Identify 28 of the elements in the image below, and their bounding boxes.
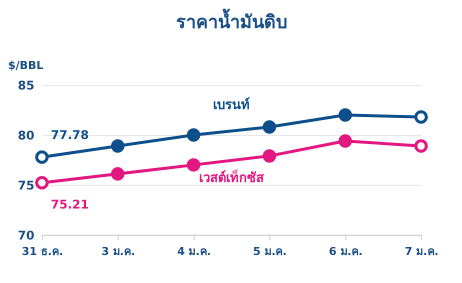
data-label: 75.21 bbox=[50, 198, 89, 212]
y-tick-label: 70 bbox=[18, 228, 34, 242]
point bbox=[262, 120, 276, 134]
x-tick-label: 3 ม.ค. bbox=[101, 245, 136, 258]
y-tick-label: 85 bbox=[18, 78, 34, 93]
chart-title: ราคาน้ำมันดิบ bbox=[176, 8, 287, 34]
point bbox=[35, 176, 49, 190]
data-label: 77.78 bbox=[50, 128, 89, 142]
point bbox=[35, 150, 49, 164]
point bbox=[111, 139, 124, 153]
point bbox=[338, 108, 352, 122]
x-tick-label: 31 ธ.ค. bbox=[22, 245, 64, 258]
point bbox=[414, 110, 428, 124]
point bbox=[414, 139, 428, 153]
point bbox=[262, 149, 276, 163]
y-tick-label: 80 bbox=[18, 128, 34, 142]
x-tick-label: 5 ม.ค. bbox=[253, 245, 287, 258]
x-tick-label: 7 ม.ค. bbox=[404, 245, 438, 258]
x-tick-label: 4 ม.ค. bbox=[177, 245, 211, 258]
y-axis-title: $/BBL bbox=[8, 59, 44, 72]
point bbox=[186, 158, 200, 172]
point bbox=[338, 134, 352, 148]
series-label: เวสต์เท็กซัส bbox=[199, 168, 264, 186]
series-label: เบรนท์ bbox=[213, 97, 250, 114]
x-tick-label: 6 ม.ค. bbox=[328, 245, 363, 258]
point bbox=[186, 128, 200, 142]
point bbox=[111, 167, 124, 181]
y-tick-label: 75 bbox=[18, 178, 34, 192]
